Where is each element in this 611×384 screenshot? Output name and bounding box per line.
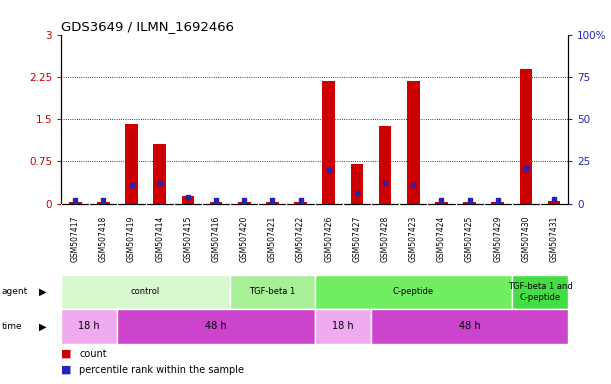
Bar [323, 81, 335, 204]
Bar [548, 201, 560, 204]
Text: GDS3649 / ILMN_1692466: GDS3649 / ILMN_1692466 [61, 20, 234, 33]
Bar [379, 126, 392, 204]
Text: GSM507416: GSM507416 [211, 216, 221, 262]
Bar [491, 202, 504, 204]
Bar [315, 309, 371, 344]
Text: ▶: ▶ [38, 287, 46, 297]
Bar [519, 70, 532, 204]
Text: TGF-beta 1: TGF-beta 1 [249, 287, 296, 296]
Bar [266, 202, 279, 204]
Bar [435, 202, 448, 204]
Bar [407, 81, 420, 204]
Text: time: time [1, 322, 22, 331]
Text: percentile rank within the sample: percentile rank within the sample [79, 365, 244, 375]
Bar [125, 124, 138, 204]
Text: GSM507427: GSM507427 [353, 216, 362, 262]
Text: GSM507415: GSM507415 [183, 216, 192, 262]
Text: 18 h: 18 h [332, 321, 354, 331]
Bar [117, 309, 315, 344]
Text: GSM507424: GSM507424 [437, 216, 446, 262]
Text: GSM507426: GSM507426 [324, 216, 333, 262]
Text: GSM507430: GSM507430 [521, 216, 530, 262]
Bar [61, 309, 117, 344]
Text: TGF-beta 1 and
C-peptide: TGF-beta 1 and C-peptide [508, 282, 573, 301]
Text: GSM507418: GSM507418 [99, 216, 108, 262]
Text: agent: agent [1, 287, 27, 296]
Text: GSM507425: GSM507425 [465, 216, 474, 262]
Bar [181, 195, 194, 204]
Bar [210, 202, 222, 204]
Text: count: count [79, 349, 107, 359]
Text: control: control [131, 287, 160, 296]
Text: GSM507431: GSM507431 [550, 216, 558, 262]
Text: ▶: ▶ [38, 321, 46, 331]
Text: C-peptide: C-peptide [393, 287, 434, 296]
Bar [351, 164, 364, 204]
Text: GSM507429: GSM507429 [493, 216, 502, 262]
Bar [238, 202, 251, 204]
Text: GSM507414: GSM507414 [155, 216, 164, 262]
Text: GSM507417: GSM507417 [71, 216, 79, 262]
Text: GSM507422: GSM507422 [296, 216, 305, 262]
Bar [371, 309, 568, 344]
Text: ■: ■ [61, 349, 71, 359]
Text: ■: ■ [61, 365, 71, 375]
Text: 18 h: 18 h [78, 321, 100, 331]
Bar [512, 275, 568, 309]
Bar [230, 275, 315, 309]
Text: 48 h: 48 h [459, 321, 480, 331]
Text: GSM507421: GSM507421 [268, 216, 277, 262]
Bar [97, 202, 110, 204]
Text: GSM507428: GSM507428 [381, 216, 390, 262]
Bar [463, 202, 476, 204]
Bar [295, 202, 307, 204]
Text: GSM507420: GSM507420 [240, 216, 249, 262]
Bar [315, 275, 512, 309]
Text: 48 h: 48 h [205, 321, 227, 331]
Text: GSM507423: GSM507423 [409, 216, 418, 262]
Bar [153, 144, 166, 204]
Bar [61, 275, 230, 309]
Bar [69, 202, 81, 204]
Text: GSM507419: GSM507419 [127, 216, 136, 262]
